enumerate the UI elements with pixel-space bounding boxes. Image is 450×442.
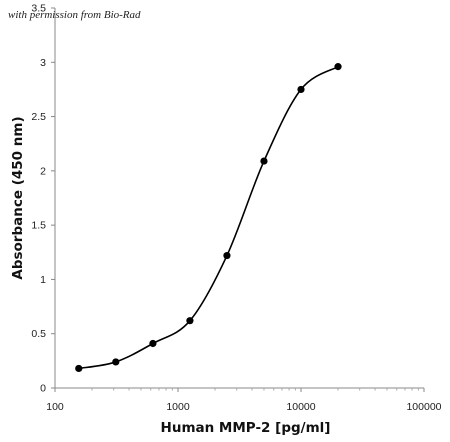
x-tick-label: 10000 xyxy=(286,401,315,413)
y-tick-label: 1 xyxy=(40,274,46,286)
data-points xyxy=(75,63,342,373)
y-tick-label: 2 xyxy=(40,165,46,177)
data-point xyxy=(260,157,268,165)
x-axis-title: Human MMP-2 [pg/ml] xyxy=(161,420,331,436)
axes xyxy=(51,7,425,392)
data-point xyxy=(297,85,305,94)
y-tick-label: 1.5 xyxy=(31,220,46,232)
x-tick-label: 100000 xyxy=(406,401,441,413)
x-tick-labels: 100 1000 10000 100000 xyxy=(46,401,441,413)
data-point xyxy=(149,339,157,348)
y-axis-title: Absorbance (450 nm) xyxy=(10,116,26,279)
fit-curve xyxy=(78,65,339,370)
data-point xyxy=(334,63,342,71)
y-tick-label: 3.5 xyxy=(31,3,46,15)
x-tick-label: 1000 xyxy=(166,401,190,413)
y-tick-labels: 0 0.5 1 1.5 2 2.5 3 3.5 xyxy=(31,3,46,395)
x-tick-label: 100 xyxy=(46,401,64,413)
y-tick-label: 0.5 xyxy=(31,328,46,340)
y-tick-label: 2.5 xyxy=(31,111,46,123)
data-point xyxy=(223,251,231,260)
data-point xyxy=(75,364,83,373)
data-point xyxy=(112,358,120,366)
y-tick-label: 3 xyxy=(40,57,46,69)
data-point xyxy=(186,317,194,325)
y-tick-label: 0 xyxy=(40,383,46,395)
watermark-text: with permission from Bio-Rad xyxy=(8,9,141,21)
